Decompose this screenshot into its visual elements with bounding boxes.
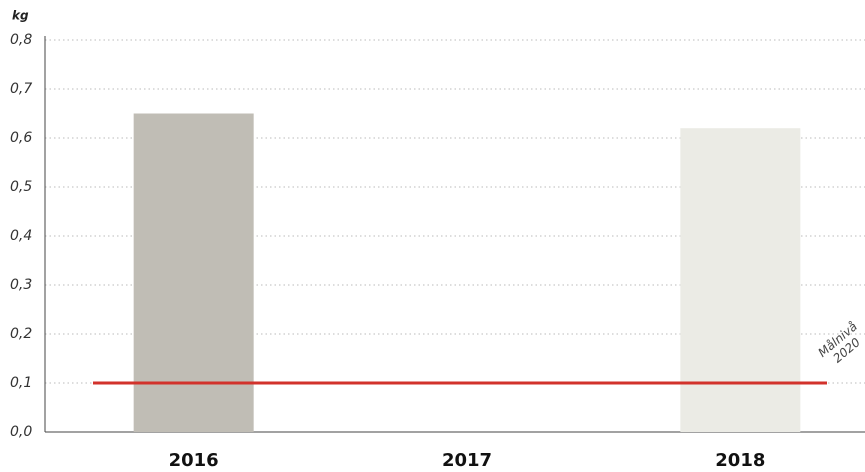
y-tick-label: 0,0 [10, 424, 32, 440]
y-tick-label: 0,3 [10, 277, 32, 293]
bar [680, 128, 801, 432]
x-tick-label: 2016 [169, 450, 219, 471]
y-tick-label: 0,5 [10, 179, 32, 195]
x-tick-label: 2017 [442, 450, 492, 471]
x-tick-label: 2018 [715, 450, 765, 471]
y-tick-label: 0,1 [10, 375, 32, 391]
y-tick-label: 0,2 [10, 326, 32, 342]
y-axis-unit: kg [12, 9, 29, 23]
y-tick-label: 0,6 [10, 130, 32, 146]
y-tick-label: 0,4 [10, 228, 32, 244]
y-tick-label: 0,7 [10, 81, 32, 97]
y-tick-label: 0,8 [10, 32, 32, 48]
bar [133, 113, 254, 432]
